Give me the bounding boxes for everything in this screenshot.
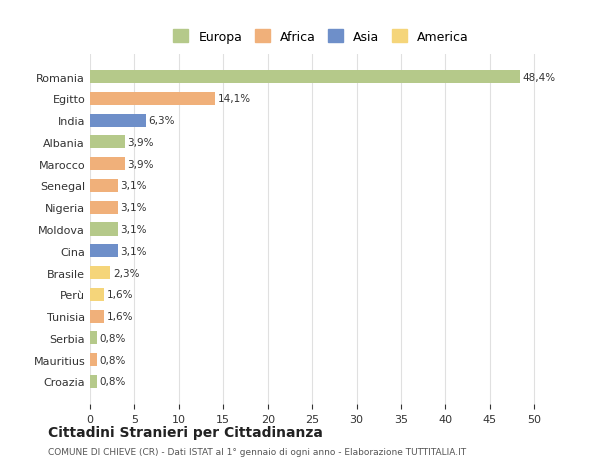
Text: 3,9%: 3,9% — [127, 159, 154, 169]
Text: 14,1%: 14,1% — [218, 94, 251, 104]
Bar — [90, 201, 118, 214]
Bar — [90, 114, 146, 128]
Bar — [90, 71, 520, 84]
Text: 1,6%: 1,6% — [107, 290, 133, 300]
Bar — [90, 223, 118, 236]
Text: 3,1%: 3,1% — [120, 181, 147, 191]
Bar — [90, 136, 125, 149]
Bar — [90, 353, 97, 366]
Text: 3,9%: 3,9% — [127, 138, 154, 148]
Bar — [90, 288, 104, 301]
Text: 3,1%: 3,1% — [120, 224, 147, 235]
Text: 6,3%: 6,3% — [149, 116, 175, 126]
Bar — [90, 331, 97, 345]
Bar — [90, 310, 104, 323]
Bar — [90, 93, 215, 106]
Text: 2,3%: 2,3% — [113, 268, 140, 278]
Text: COMUNE DI CHIEVE (CR) - Dati ISTAT al 1° gennaio di ogni anno - Elaborazione TUT: COMUNE DI CHIEVE (CR) - Dati ISTAT al 1°… — [48, 448, 466, 456]
Text: 0,8%: 0,8% — [100, 355, 126, 365]
Text: 3,1%: 3,1% — [120, 203, 147, 213]
Bar — [90, 179, 118, 193]
Text: 0,8%: 0,8% — [100, 333, 126, 343]
Text: 3,1%: 3,1% — [120, 246, 147, 256]
Text: 1,6%: 1,6% — [107, 311, 133, 321]
Legend: Europa, Africa, Asia, America: Europa, Africa, Asia, America — [170, 27, 472, 48]
Bar — [90, 245, 118, 258]
Bar — [90, 158, 125, 171]
Bar — [90, 266, 110, 280]
Text: 48,4%: 48,4% — [523, 73, 556, 83]
Text: 0,8%: 0,8% — [100, 376, 126, 386]
Bar — [90, 375, 97, 388]
Text: Cittadini Stranieri per Cittadinanza: Cittadini Stranieri per Cittadinanza — [48, 425, 323, 439]
